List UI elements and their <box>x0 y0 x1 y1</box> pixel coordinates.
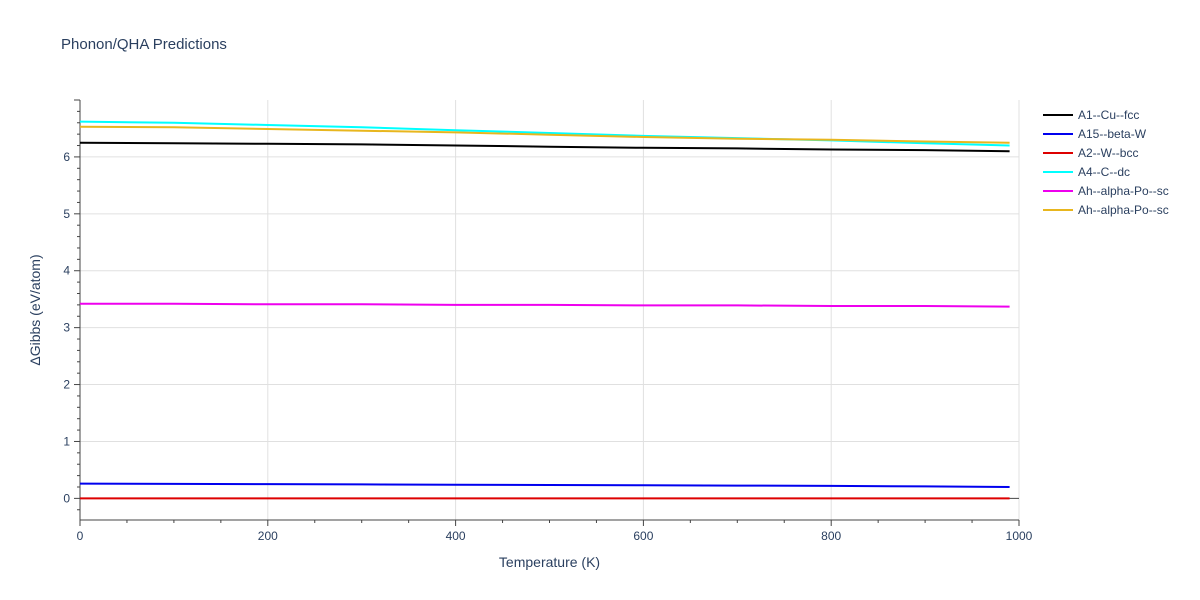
legend-label: A2--W--bcc <box>1078 145 1139 160</box>
series-line-5 <box>79 125 1010 144</box>
legend-item-5[interactable]: Ah--alpha-Po--sc <box>1043 200 1169 219</box>
legend-label: Ah--alpha-Po--sc <box>1078 183 1169 198</box>
legend-swatch <box>1043 132 1073 135</box>
legend-swatch <box>1043 189 1073 192</box>
legend-item-1[interactable]: A15--beta-W <box>1043 124 1169 143</box>
y-tick-label: 4 <box>63 264 70 278</box>
legend-item-4[interactable]: Ah--alpha-Po--sc <box>1043 181 1169 200</box>
y-tick-label: 2 <box>63 378 70 392</box>
x-tick-label: 600 <box>633 529 653 543</box>
y-tick-label: 1 <box>63 434 70 448</box>
legend-swatch <box>1043 113 1073 116</box>
x-tick-label: 200 <box>258 529 278 543</box>
legend-item-0[interactable]: A1--Cu--fcc <box>1043 105 1169 124</box>
series-line-1 <box>79 482 1010 488</box>
x-tick-label: 800 <box>821 529 841 543</box>
chart-title: Phonon/QHA Predictions <box>61 36 227 53</box>
legend-label: A15--beta-W <box>1078 126 1147 141</box>
x-tick-label: 0 <box>77 529 84 543</box>
series-line-0 <box>79 141 1010 153</box>
y-tick-label: 0 <box>63 491 70 505</box>
y-axis-label: ΔGibbs (eV/atom) <box>27 254 43 366</box>
x-tick-label: 1000 <box>1006 529 1033 543</box>
x-axis-label: Temperature (K) <box>498 554 601 570</box>
grid-layer <box>80 100 1020 520</box>
series-line-4 <box>80 302 1010 308</box>
legend-swatch <box>1043 151 1073 154</box>
y-tick-label: 6 <box>63 150 70 164</box>
legend-label: A1--Cu--fcc <box>1078 107 1140 122</box>
legend: A1--Cu--fcc A15--beta-W A2--W--bcc A4--C--d… <box>1043 105 1169 219</box>
legend-label: A4--C--dc <box>1078 164 1131 179</box>
legend-label: Ah--alpha-Po--sc <box>1078 202 1169 217</box>
axis-layer: 0 200 400 600 800 1000 0 1 2 3 4 5 6 <box>63 99 1033 543</box>
legend-item-3[interactable]: A4--C--dc <box>1043 162 1169 181</box>
x-tick-label: 400 <box>446 529 466 543</box>
y-tick-label: 3 <box>63 321 70 335</box>
legend-swatch <box>1043 208 1073 211</box>
legend-item-2[interactable]: A2--W--bcc <box>1043 143 1169 162</box>
series-line-3 <box>79 120 1010 147</box>
y-tick-label: 5 <box>63 207 70 221</box>
legend-swatch <box>1043 170 1073 173</box>
series-layer <box>79 120 1010 500</box>
